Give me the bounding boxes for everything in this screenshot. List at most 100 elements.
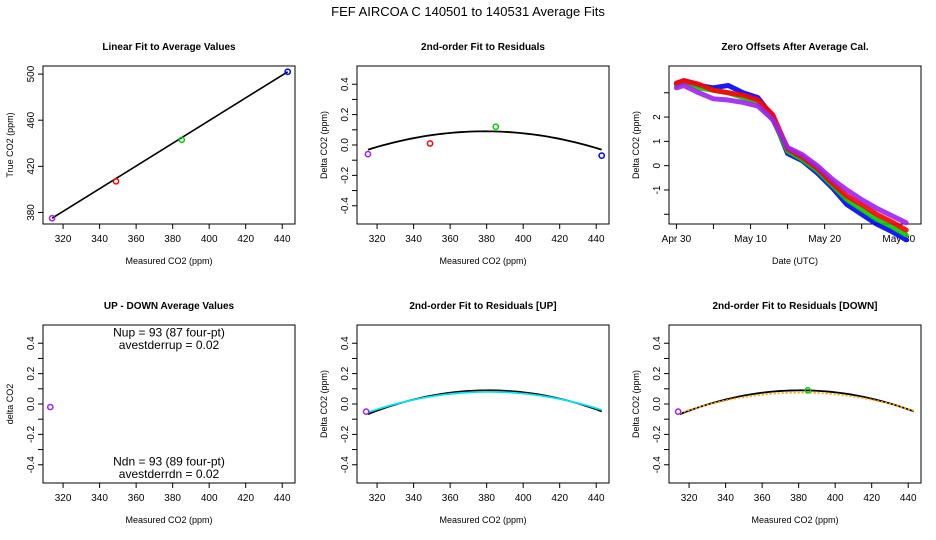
y-tick-label: 0 (652, 162, 663, 168)
x-tick-label: May 10 (734, 234, 767, 245)
series-line-3 (673, 82, 909, 226)
x-tick-label: 440 (900, 493, 917, 504)
x-tick-label: 440 (588, 234, 605, 245)
data-point (804, 386, 812, 394)
figure-title: FEF AIRCOA C 140501 to 140531 Average Fi… (331, 4, 605, 19)
x-tick-label: 320 (369, 234, 386, 245)
panel-zero-offsets: Zero Offsets After Average Cal. Apr 30 May… (631, 42, 922, 266)
x-tick-label: 340 (405, 493, 422, 504)
y-tick-label: 0.2 (26, 366, 37, 380)
x-tick-label: 380 (164, 234, 181, 245)
y-tick-label: 460 (26, 111, 37, 128)
x-tick-label: 340 (405, 234, 422, 245)
y-tick-label: 2 (652, 114, 663, 120)
x-tick-label: 340 (717, 493, 734, 504)
y-tick-label: 0.4 (26, 336, 37, 350)
data-point (112, 177, 120, 185)
plot-frame (42, 65, 296, 225)
y-tick-label: 500 (26, 65, 37, 82)
y-tick-label: 0.4 (652, 336, 663, 350)
data-point (178, 136, 186, 144)
x-axis-label: Measured CO2 (ppm) (125, 515, 212, 525)
x-tick-label: 320 (681, 493, 698, 504)
panel-up-down-averages: UP - DOWN Average Values 320 340 360 380 400 4… (5, 301, 296, 525)
chart-title: UP - DOWN Average Values (104, 301, 235, 312)
data-point (426, 140, 434, 147)
x-tick-label: 420 (237, 234, 254, 245)
x-axis-label: Date (UTC) (772, 256, 818, 266)
x-tick-label: 360 (442, 493, 459, 504)
data-point (362, 408, 370, 415)
x-tick-label: May 30 (882, 234, 915, 245)
x-tick-label: May 20 (808, 234, 841, 245)
y-tick-label: -0.2 (340, 166, 351, 184)
chart-title: 2nd-order Fit to Residuals [UP] (409, 301, 556, 312)
x-axis-label: Measured CO2 (ppm) (125, 256, 212, 266)
y-tick-label: 0.4 (340, 77, 351, 91)
x-tick-label: 420 (551, 493, 568, 504)
panel-residual-fit-up: 2nd-order Fit to Residuals [UP] 320 340 360… (319, 301, 610, 525)
data-point (674, 408, 682, 415)
y-tick-label: 0.2 (340, 107, 351, 121)
x-axis-label: Measured CO2 (ppm) (439, 256, 526, 266)
annotation: avestderrup = 0.02 (119, 338, 220, 352)
chart-panels: Linear Fit to Average Values 320 340 360 380… (5, 42, 922, 525)
x-tick-label: 420 (237, 493, 254, 504)
x-tick-label: 340 (91, 234, 108, 245)
x-tick-label: 400 (515, 493, 532, 504)
y-tick-label: 0.4 (340, 336, 351, 350)
x-tick-label: 320 (369, 493, 386, 504)
x-tick-label: 360 (754, 493, 771, 504)
y-axis-label: Delta CO2 (ppm) (631, 111, 641, 179)
y-axis-label: True CO2 (ppm) (5, 112, 15, 177)
x-tick-label: 320 (55, 493, 72, 504)
panel-residual-fit-down: 2nd-order Fit to Residuals [DOWN] 320 340 3… (631, 301, 922, 525)
y-axis-label: delta CO2 (5, 384, 15, 425)
y-tick-label: 0.0 (340, 397, 351, 411)
x-tick-label: 420 (551, 234, 568, 245)
y-tick-label: 1 (652, 138, 663, 144)
y-axis-label: Delta CO2 (ppm) (631, 370, 641, 438)
x-tick-label: 440 (588, 493, 605, 504)
annotation: Nup = 93 (87 four-pt) (113, 326, 225, 340)
x-tick-label: 400 (201, 234, 218, 245)
y-tick-label: -0.4 (26, 456, 37, 474)
fit-curve (367, 390, 602, 414)
y-tick-label: 0.0 (26, 397, 37, 411)
y-tick-label: -0.2 (340, 425, 351, 443)
y-tick-label: 0.0 (652, 397, 663, 411)
y-tick-label: 0.0 (340, 138, 351, 152)
x-axis-label: Measured CO2 (ppm) (751, 515, 838, 525)
y-axis-label: Delta CO2 (ppm) (319, 370, 329, 438)
data-point (598, 152, 606, 159)
y-tick-label: 420 (26, 158, 37, 175)
y-tick-label: -0.4 (652, 456, 663, 474)
annotation: Ndn = 93 (89 four-pt) (113, 455, 225, 469)
chart-title: Zero Offsets After Average Cal. (721, 42, 868, 53)
data-point (364, 150, 372, 158)
x-tick-label: 340 (91, 493, 108, 504)
y-tick-label: -0.4 (340, 456, 351, 474)
x-tick-label: 380 (164, 493, 181, 504)
y-axis-label: Delta CO2 (ppm) (319, 111, 329, 179)
x-tick-label: 400 (201, 493, 218, 504)
y-tick-label: -0.2 (26, 425, 37, 443)
x-tick-label: 400 (515, 234, 532, 245)
x-tick-label: 400 (827, 493, 844, 504)
x-tick-label: 380 (478, 234, 495, 245)
x-tick-label: 360 (128, 493, 145, 504)
fit-line (51, 71, 289, 219)
panel-residual-fit: 2nd-order Fit to Residuals 320 340 360 380 40… (319, 42, 610, 266)
chart-title: 2nd-order Fit to Residuals (421, 42, 545, 53)
x-axis-label: Measured CO2 (ppm) (439, 515, 526, 525)
data-point (48, 214, 56, 222)
x-tick-label: 360 (442, 234, 459, 245)
x-tick-label: 420 (863, 493, 880, 504)
x-tick-label: 440 (274, 234, 291, 245)
x-tick-label: 380 (790, 493, 807, 504)
data-point (46, 403, 54, 411)
x-tick-label: 320 (55, 234, 72, 245)
y-tick-label: 0.2 (340, 366, 351, 380)
y-tick-label: -1 (652, 185, 663, 194)
